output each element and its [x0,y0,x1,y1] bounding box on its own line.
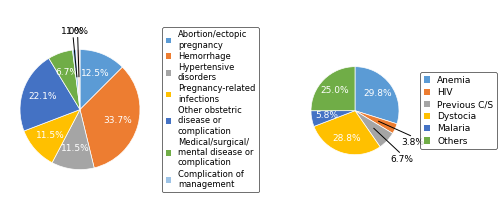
Text: 6.7%: 6.7% [56,68,78,77]
Wedge shape [311,67,355,111]
Wedge shape [80,67,140,168]
Text: 33.7%: 33.7% [103,116,132,125]
Wedge shape [49,50,80,110]
Text: 11.5%: 11.5% [61,144,90,153]
Text: 1.0%: 1.0% [66,26,89,36]
Wedge shape [72,50,80,110]
Text: 5.8%: 5.8% [316,111,338,120]
Legend: Anemia, HIV, Previous C/S, Dystocia, Malaria, Others: Anemia, HIV, Previous C/S, Dystocia, Mal… [420,72,497,149]
Wedge shape [76,50,80,110]
Wedge shape [355,111,393,147]
Text: 11.5%: 11.5% [36,131,65,140]
Legend: Abortion/ectopic
pregnancy, Hemorrhage, Hypertensive
disorders, Pregnancy-relate: Abortion/ectopic pregnancy, Hemorrhage, … [162,27,258,192]
Text: 28.8%: 28.8% [332,133,361,143]
Text: 6.7%: 6.7% [390,155,413,164]
Wedge shape [20,58,80,131]
Text: 1.0%: 1.0% [62,27,84,36]
Wedge shape [355,111,397,133]
Text: 3.8%: 3.8% [402,138,424,147]
Text: 12.5%: 12.5% [80,69,109,78]
Wedge shape [311,111,355,127]
Text: 29.8%: 29.8% [364,89,392,98]
Wedge shape [80,50,122,110]
Wedge shape [355,67,399,124]
Wedge shape [314,111,380,155]
Wedge shape [24,110,80,163]
Wedge shape [52,110,94,169]
Text: 22.1%: 22.1% [29,92,58,102]
Text: 25.0%: 25.0% [320,86,349,95]
